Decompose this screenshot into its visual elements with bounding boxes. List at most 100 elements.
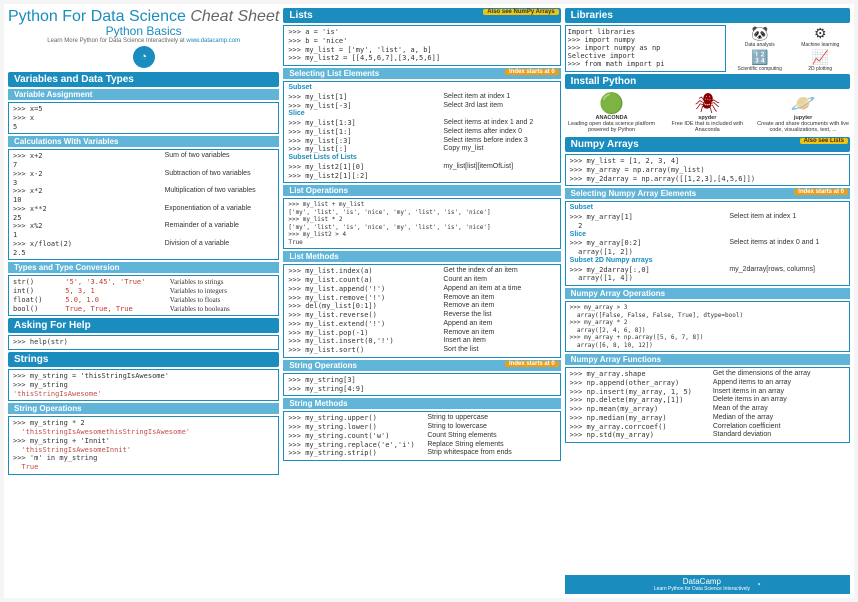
calc-row: >>> x/float(2)2.5Division of a variable	[13, 240, 274, 258]
selecting-numpy-code: Subset>>> my_array[1] 2Select item at in…	[565, 201, 850, 286]
header-block: Python For Data Science Cheat Sheet Pyth…	[8, 8, 279, 70]
strops-line: >>> my_string * 2	[13, 419, 274, 428]
subset-label: Subset	[288, 84, 555, 93]
slice-row: >>> my_list[1:3]Select items at index 1 …	[288, 119, 555, 128]
desc: Remove an item	[443, 329, 555, 338]
slice-row: >>> my_list[1:]Select items after index …	[288, 128, 555, 137]
strops-out: 'thisStringIsAwesomeInnit'	[13, 446, 274, 455]
numpy-functions-code: >>> my_array.shapeGet the dimensions of …	[565, 367, 850, 443]
selecting-numpy-label: Selecting Numpy Array Elements	[571, 189, 697, 198]
list-method-row: >>> my_list.count(a)Count an item	[288, 276, 555, 285]
types-conversion-heading: Types and Type Conversion	[8, 262, 279, 273]
code: >>> my_string.count('w')	[288, 432, 427, 441]
numpy-arrays-code: >>> my_list = [1, 2, 3, 4] >>> my_array …	[565, 154, 850, 186]
desc: Select items at index 0 and 1	[729, 239, 845, 257]
calc-desc: Sum of two variables	[165, 152, 275, 170]
library-logo-NumPy: 🔢Scientific computing	[730, 49, 790, 72]
numpy-fn-row: >>> my_array.corrcoef()Correlation coeff…	[570, 423, 845, 432]
code: >>> my_string.replace('e','i')	[288, 441, 427, 450]
slice-row: >>> my_list[:3]Select items before index…	[288, 137, 555, 146]
string-ops-code: >>> my_string * 2 'thisStringIsAwesometh…	[8, 416, 279, 475]
code: >>> my_list[-3]	[288, 102, 443, 111]
code: >>> np.std(my_array)	[570, 431, 713, 440]
desc: Reverse the list	[443, 311, 555, 320]
learn-prefix: Learn More Python for Data Science Inter…	[47, 38, 186, 44]
desc: Mean of the array	[713, 405, 845, 414]
lists-heading: Lists Also see NumPy Arrays	[283, 8, 560, 23]
type-row: int()5, 3, 1Variables to integers	[13, 287, 274, 296]
logo-label: Data analysis	[745, 42, 775, 48]
footer-text: DataCamp Learn Python for Data Science I…	[654, 577, 750, 592]
code: >>> np.delete(my_array,[1])	[570, 396, 713, 405]
code: >>> my_list.index(a)	[288, 267, 443, 276]
np-slice-label: Slice	[570, 231, 845, 240]
type-example: '5', '3.45', 'True'	[65, 278, 170, 287]
selecting-numpy-heading: Selecting Numpy Array Elements Index sta…	[565, 188, 850, 199]
jupyter-icon: 🪐	[756, 93, 850, 115]
string-ops2-code: >>> my_string[3] >>> my_string[4:9]	[283, 373, 560, 397]
numpy-fn-row: >>> my_array.shapeGet the dimensions of …	[570, 370, 845, 379]
help-code: >>> help(str)	[8, 335, 279, 350]
type-row: float()5.0, 1.0Variables to floats	[13, 296, 274, 305]
library-logo-pandas: 🐼Data analysis	[730, 25, 790, 48]
datacamp-logo-icon: ◔	[133, 46, 155, 68]
strings-output: 'thisStringIsAwesome'	[13, 390, 274, 399]
datacamp-link[interactable]: www.datacamp.com	[186, 38, 240, 44]
np-slice-row: >>> my_array[0:2] array([1, 2])Select it…	[570, 239, 845, 257]
install-python-heading: Install Python	[565, 74, 850, 89]
subset-2d-row: >>> my_list2[1][:2]	[288, 172, 555, 181]
list-method-row: >>> my_list.extend('!')Append an item	[288, 320, 555, 329]
index-zero-badge: Index starts at 0	[794, 189, 848, 195]
code: >>> my_list2[1][0]	[288, 163, 443, 172]
numpy-fn-row: >>> np.append(other_array)Append items t…	[570, 379, 845, 388]
strops-line: >>> 'm' in my_string	[13, 454, 274, 463]
slice-label: Slice	[288, 110, 555, 119]
string-ops-heading: String Operations	[8, 403, 279, 414]
code: >>> del(my_list[0:1])	[288, 302, 443, 311]
install-desc: Create and share documents with live cod…	[757, 121, 849, 133]
selecting-list-heading: Selecting List Elements Index starts at …	[283, 68, 560, 79]
code: >>> my_string.strip()	[288, 449, 427, 458]
column-3: Libraries Import libraries >>> import nu…	[565, 8, 850, 594]
code: >>> my_list.sort()	[288, 346, 443, 355]
desc: Correlation coefficient	[713, 423, 845, 432]
variable-assignment-code: >>> x=5 >>> x 5	[8, 102, 279, 134]
list-ops-code: >>> my_list + my_list ['my', 'list', 'is…	[283, 198, 560, 249]
desc: my_list[list][itemOfList]	[443, 163, 555, 172]
code: >>> my_array.corrcoef()	[570, 423, 713, 432]
strings-code-line: >>> my_string = 'thisStringIsAwesome' >>…	[13, 372, 274, 390]
lists-heading-label: Lists	[289, 10, 312, 21]
desc: Strip whitespace from ends	[427, 449, 555, 458]
code: >>> np.median(my_array)	[570, 414, 713, 423]
np-subset-row: >>> my_array[1] 2Select item at index 1	[570, 213, 845, 231]
calc-row: >>> x+27Sum of two variables	[13, 152, 274, 170]
desc: Standard deviation	[713, 431, 845, 440]
numpy-fn-row: >>> np.insert(my_array, 1, 5)Insert item…	[570, 388, 845, 397]
variable-assignment-heading: Variable Assignment	[8, 89, 279, 100]
strops-out: True	[13, 463, 274, 472]
desc: Get the index of an item	[443, 267, 555, 276]
libraries-heading: Libraries	[565, 8, 850, 23]
type-row: str()'5', '3.45', 'True'Variables to str…	[13, 278, 274, 287]
footer: DataCamp Learn Python for Data Science I…	[565, 575, 850, 594]
code: >>> my_list[:]	[288, 145, 443, 154]
desc: Select item at index 1	[729, 213, 845, 231]
strops-out: 'thisStringIsAwesomethisStringIsAwesome'	[13, 428, 274, 437]
calc-code: >>> x-23	[13, 170, 165, 188]
footer-title: DataCamp	[683, 577, 721, 586]
subset-2d-row: >>> my_list2[1][0]my_list[list][itemOfLi…	[288, 163, 555, 172]
desc: Remove an item	[443, 302, 555, 311]
numpy-functions-heading: Numpy Array Functions	[565, 354, 850, 365]
index-zero-badge: Index starts at 0	[505, 69, 559, 75]
code: >>> np.insert(my_array, 1, 5)	[570, 388, 713, 397]
calc-code: >>> x%21	[13, 222, 165, 240]
calc-row: >>> x%21Remainder of a variable	[13, 222, 274, 240]
types-conversion-code: str()'5', '3.45', 'True'Variables to str…	[8, 275, 279, 316]
desc: Count String elements	[427, 432, 555, 441]
calc-desc: Exponentiation of a variable	[165, 205, 275, 223]
desc: Append items to an array	[713, 379, 845, 388]
selecting-list-code: Subset>>> my_list[1]Select item at index…	[283, 81, 560, 183]
desc: Copy my_list	[443, 145, 555, 154]
type-desc: Variables to booleans	[170, 305, 275, 314]
code: >>> my_2darray[:,0] array([1, 4])	[570, 266, 730, 284]
